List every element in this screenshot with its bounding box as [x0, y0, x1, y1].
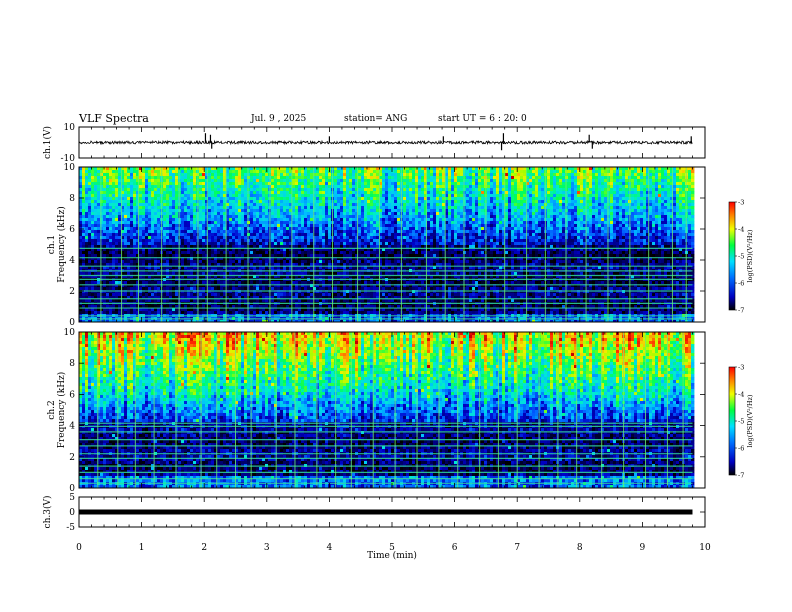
- y-tick-label: 2: [69, 453, 75, 463]
- y-axis-label-frequency: Frequency (kHz): [56, 372, 67, 449]
- ch1-waveform-trace: [78, 139, 693, 146]
- y-tick-label: 0: [69, 508, 75, 518]
- x-axis-label: Time (min): [367, 550, 417, 561]
- y-tick-label: 10: [64, 163, 76, 173]
- y-tick-label: 4: [69, 256, 75, 266]
- colorbar-tick-label: -6: [738, 280, 744, 288]
- colorbar-tick-label: -5: [738, 253, 744, 261]
- y-tick-label: 0: [69, 484, 75, 494]
- x-tick-label: 7: [514, 543, 520, 553]
- station-label: station= ANG: [344, 114, 407, 124]
- date-label: Jul. 9 , 2025: [251, 114, 306, 124]
- x-tick-label: 10: [699, 543, 711, 553]
- x-tick-label: 8: [577, 543, 583, 553]
- colorbar-ch1-spectrogram: [728, 201, 736, 311]
- y-tick-label: 6: [69, 225, 75, 235]
- y-tick-label: 8: [69, 359, 75, 369]
- colorbar-tick-label: -3: [738, 364, 744, 372]
- y-tick-label: 5: [69, 493, 75, 503]
- x-tick-label: 1: [139, 543, 145, 553]
- colorbar-label-ch2-spectrogram: log(PSD)(V²/Hz): [746, 394, 754, 447]
- y-axis-label-ch3-waveform: ch.3(V): [42, 496, 53, 529]
- colorbar-tick-label: -7: [738, 307, 744, 315]
- x-tick-label: 0: [76, 543, 82, 553]
- y-tick-label: 6: [69, 390, 75, 400]
- spectrogram-ch1-spectrogram: [79, 167, 695, 322]
- y-axis-label-channel: ch.1: [47, 235, 57, 254]
- colorbar-label-ch1-spectrogram: log(PSD)(V²/Hz): [746, 229, 754, 282]
- y-tick-label: 0: [69, 318, 75, 328]
- y-axis-label-frequency: Frequency (kHz): [56, 206, 67, 283]
- y-tick-label: 10: [64, 123, 76, 133]
- colorbar-tick-label: -4: [738, 391, 744, 399]
- y-axis-label-ch1-waveform: ch.1(V): [42, 126, 53, 159]
- y-tick-label: 2: [69, 287, 75, 297]
- ch3-waveform-trace: [79, 509, 693, 515]
- colorbar-tick-label: -7: [738, 472, 744, 480]
- x-tick-label: 5: [389, 543, 395, 553]
- colorbar-tick-label: -4: [738, 226, 744, 234]
- colorbar-label-text: log(PSD)(V²/Hz): [746, 229, 754, 282]
- y-tick-label: 8: [69, 194, 75, 204]
- start-time-label: start UT = 6 : 20: 0: [438, 114, 527, 124]
- y-axis-label-text: ch.1(V): [42, 126, 53, 159]
- x-tick-label: 9: [640, 543, 646, 553]
- y-tick-label: -5: [66, 523, 75, 533]
- colorbar-ch2-spectrogram: [728, 366, 736, 476]
- colorbar-tick-label: -6: [738, 445, 744, 453]
- y-axis-label-channel: ch.2: [47, 400, 57, 419]
- y-tick-label: -10: [61, 154, 76, 164]
- x-tick-label: 3: [264, 543, 270, 553]
- y-axis-label-text: ch.3(V): [42, 496, 53, 529]
- colorbar-label-text: log(PSD)(V²/Hz): [746, 394, 754, 447]
- x-tick-label: 2: [201, 543, 207, 553]
- y-axis-label-ch1-spectrogram: ch.1 Frequency (kHz): [47, 206, 67, 283]
- y-tick-label: 4: [69, 422, 75, 432]
- y-axis-label-ch2-spectrogram: ch.2 Frequency (kHz): [47, 372, 67, 449]
- colorbar-tick-label: -5: [738, 418, 744, 426]
- y-tick-label: 10: [64, 328, 76, 338]
- spectrogram-ch2-spectrogram: [79, 332, 695, 488]
- figure-title: VLF Spectra: [79, 112, 149, 125]
- x-tick-label: 6: [452, 543, 458, 553]
- colorbar-tick-label: -3: [738, 199, 744, 207]
- x-tick-label: 4: [327, 543, 333, 553]
